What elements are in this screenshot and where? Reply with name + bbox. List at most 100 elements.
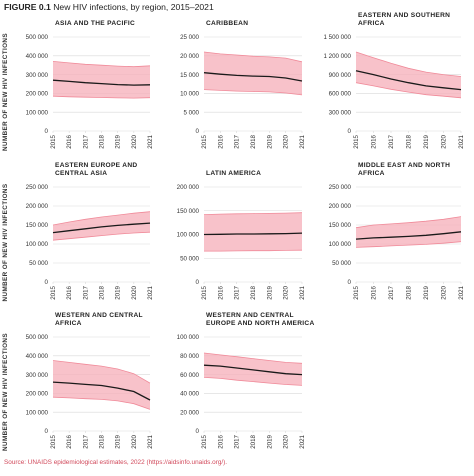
x-tick-label: 2017 (82, 434, 89, 448)
x-tick-label: 2021 (147, 285, 154, 299)
panel-title-line: AFRICA (358, 170, 385, 177)
y-tick-label: 150 000 (26, 222, 49, 229)
y-tick-label: 300 000 (26, 72, 49, 79)
figure-label: FIGURE 0.1 (4, 2, 51, 12)
y-tick-label: 100 000 (329, 241, 352, 248)
lower-bound-line (204, 249, 303, 252)
y-tick-label: 500 000 (26, 34, 49, 41)
x-tick-label: 2015 (201, 134, 208, 148)
figure-title-text: New HIV infections, by region, 2015–2021 (53, 2, 214, 12)
y-tick-label: 400 000 (26, 53, 49, 60)
y-tick-label: 250 000 (26, 184, 49, 191)
panel-title-line: LATIN AMERICA (206, 170, 261, 177)
y-axis-title-row-3: NUMBER OF NEW HIV INFECTIONS (2, 333, 9, 451)
figure-title: FIGURE 0.1 New HIV infections, by region… (4, 2, 214, 12)
y-tick-label: 300 000 (26, 372, 49, 379)
x-tick-label: 2016 (66, 285, 73, 299)
y-tick-label: 15 000 (180, 72, 199, 79)
x-tick-label: 2016 (66, 134, 73, 148)
y-tick-label: 0 (45, 128, 49, 135)
x-tick-label: 2015 (353, 285, 360, 299)
x-tick-label: 2015 (201, 285, 208, 299)
panel-title-line: EASTERN AND SOUTHERN (358, 12, 450, 19)
y-tick-label: 500 000 (26, 334, 49, 341)
lower-bound-line (52, 95, 151, 99)
y-tick-label: 900 000 (329, 72, 352, 79)
x-tick-label: 2018 (406, 285, 413, 299)
y-tick-label: 150 000 (177, 208, 200, 215)
uncertainty-band (204, 353, 302, 386)
y-tick-label: 50 000 (180, 255, 199, 262)
x-tick-label: 2021 (299, 434, 306, 448)
x-tick-label: 2019 (266, 285, 273, 299)
x-tick-label: 2018 (250, 434, 257, 448)
x-tick-label: 2020 (283, 434, 290, 448)
x-tick-label: 2018 (99, 285, 106, 299)
x-tick-label: 2020 (283, 134, 290, 148)
y-tick-label: 200 000 (177, 184, 200, 191)
x-tick-label: 2017 (388, 285, 395, 299)
x-tick-label: 2021 (299, 134, 306, 148)
x-tick-label: 2019 (266, 134, 273, 148)
lower-bound-line (52, 231, 151, 241)
chart-panel-5: LATIN AMERICA 0 50 000 100 000 150 000 200 00… (177, 170, 306, 300)
panel-title-line: ASIA AND THE PACIFIC (55, 20, 135, 27)
y-tick-label: 200 000 (26, 91, 49, 98)
panel-title-line: MIDDLE EAST AND NORTH (358, 162, 450, 169)
y-tick-label: 80 000 (180, 353, 199, 360)
x-tick-label: 2018 (250, 285, 257, 299)
upper-bound-line (52, 360, 151, 384)
x-tick-label: 2017 (82, 285, 89, 299)
panel-title-line: WESTERN AND CENTRAL (55, 312, 143, 319)
uncertainty-band (204, 212, 302, 252)
x-tick-label: 2018 (99, 434, 106, 448)
upper-bound-line (355, 51, 462, 77)
x-tick-label: 2020 (441, 134, 448, 148)
y-tick-label: 150 000 (329, 222, 352, 229)
x-tick-label: 2021 (458, 285, 465, 299)
y-tick-label: 100 000 (26, 241, 49, 248)
y-tick-label: 20 000 (180, 53, 199, 60)
x-tick-label: 2021 (147, 134, 154, 148)
panel-title-line: AFRICA (55, 320, 82, 327)
y-tick-label: 40 000 (180, 391, 199, 398)
upper-bound-line (203, 51, 303, 63)
y-tick-label: 50 000 (29, 260, 48, 267)
y-tick-label: 5 000 (184, 109, 200, 116)
uncertainty-band (356, 216, 461, 248)
y-tick-label: 0 (348, 128, 352, 135)
estimate-line (203, 364, 303, 376)
y-tick-label: 300 000 (329, 109, 352, 116)
x-tick-label: 2015 (201, 434, 208, 448)
y-tick-label: 60 000 (180, 372, 199, 379)
y-tick-label: 0 (196, 128, 200, 135)
y-tick-label: 250 000 (329, 184, 352, 191)
x-tick-label: 2016 (371, 134, 378, 148)
x-tick-label: 2015 (353, 134, 360, 148)
y-tick-label: 20 000 (180, 409, 199, 416)
estimate-line (355, 70, 462, 91)
lower-bound-line (203, 377, 303, 386)
lower-bound-line (203, 89, 303, 96)
x-tick-label: 2016 (371, 285, 378, 299)
x-tick-label: 2019 (423, 285, 430, 299)
x-tick-label: 2019 (423, 134, 430, 148)
x-tick-label: 2019 (115, 434, 122, 448)
x-tick-label: 2020 (131, 134, 138, 148)
y-tick-label: 0 (348, 279, 352, 286)
x-tick-label: 2020 (283, 285, 290, 299)
y-tick-label: 0 (45, 279, 49, 286)
x-tick-label: 2018 (406, 134, 413, 148)
y-tick-label: 1 500 000 (323, 34, 351, 41)
y-tick-label: 100 000 (26, 109, 49, 116)
x-tick-label: 2015 (50, 134, 57, 148)
y-tick-label: 400 000 (26, 353, 49, 360)
x-tick-label: 2020 (131, 434, 138, 448)
x-tick-label: 2017 (234, 434, 241, 448)
estimate-line (355, 231, 462, 240)
x-tick-label: 2016 (217, 285, 224, 299)
